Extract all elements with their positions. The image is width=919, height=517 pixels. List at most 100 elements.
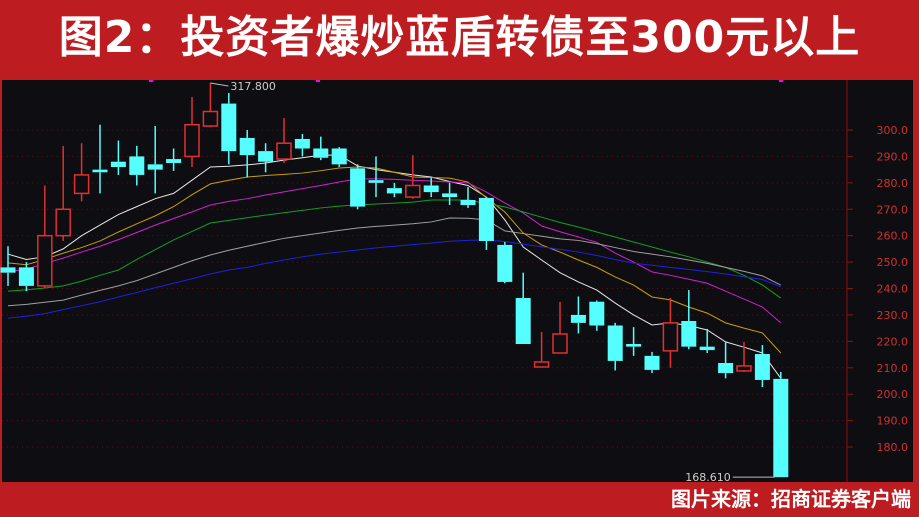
candle-body [681,321,697,347]
candle-body [0,267,16,273]
y-tick-label: 240.0 [877,283,909,296]
y-tick-label: 220.0 [877,335,909,348]
y-tick-label: 300.0 [877,124,909,137]
candle-up [405,155,421,199]
candle-down [350,164,366,210]
candle-body [129,156,145,175]
candle-down [478,197,494,250]
candle-body [607,325,623,361]
high-annotation-leader [210,82,229,87]
candle-body [37,234,53,287]
y-tick-label: 260.0 [877,230,909,243]
candle-up [202,82,219,128]
candle-body [18,267,34,286]
low-annotation: 168.610 [685,471,731,484]
moving-average-line [7,239,781,319]
candle-body [773,378,789,478]
candle-down [294,133,310,157]
candle-down [368,156,384,198]
high-annotation: 317.800 [230,80,276,93]
candle-down [589,300,605,331]
candle-down [754,345,770,388]
y-tick-label: 290.0 [877,150,909,163]
candle-body [55,208,71,237]
y-tick-label: 210.0 [877,362,909,375]
candle-body [405,184,421,198]
candle-body [368,180,384,183]
candle-body [533,361,550,368]
candle-down [626,327,642,356]
candle-down [258,143,274,173]
candle-body [515,298,531,345]
moving-average-line [7,178,782,324]
figure-title: 图2：投资者爆炒蓝盾转债至300元以上 [0,0,919,80]
candle-down [460,187,476,208]
candle-up [276,118,292,164]
candle-body [239,137,255,156]
candle-body [442,193,458,198]
candle-down [681,290,697,350]
candle-body [92,169,108,173]
candle-down [239,130,255,178]
y-tick-label: 270.0 [877,203,909,216]
candle-up [184,96,200,167]
moving-average-line [7,199,782,299]
candle-down [570,296,586,334]
candle-up [552,301,568,354]
candle-down [0,246,16,286]
candle-body [294,138,310,149]
candle-down [386,182,402,198]
candle-down [497,242,513,284]
y-tick-label: 180.0 [877,441,909,454]
candle-body [386,188,402,194]
candle-body [718,363,734,374]
y-tick-label: 200.0 [877,388,909,401]
candle-down [442,182,458,206]
candle-body [276,142,292,160]
candle-down [607,322,623,371]
moving-average-line [7,166,782,354]
moving-average-line [7,217,782,307]
candle-up [736,341,752,373]
candle-body [184,123,200,158]
candle-down [718,341,734,379]
y-tick-label: 250.0 [877,256,909,269]
candle-body [350,168,366,207]
candle-down [92,124,108,194]
candle-body [202,110,219,127]
candle-body [644,355,660,370]
candle-down [423,177,439,198]
y-tick-label: 230.0 [877,309,909,322]
y-tick-label: 190.0 [877,415,909,428]
candle-down [515,272,531,345]
source-caption: 图片来源：招商证券客户端 [671,487,911,511]
candle-down [313,136,329,161]
candle-down [129,145,145,186]
candle-body [699,346,715,351]
candle-down [110,140,126,175]
candle-up [73,143,90,202]
candle-up [55,145,71,241]
candle-body [736,365,752,372]
candle-body [497,244,513,282]
candle-body [331,148,347,165]
candle-up [662,298,679,368]
candle-body [754,354,770,380]
candle-body [460,200,476,206]
candle-body [423,185,439,193]
candle-down [147,126,163,194]
candle-down [773,372,789,478]
candle-up [533,332,550,368]
top-marker [316,80,320,82]
candle-down [699,328,715,353]
candle-body [478,197,494,241]
candle-body [662,322,679,352]
y-tick-label: 280.0 [877,177,909,190]
candle-body [589,301,605,326]
top-marker [779,80,783,82]
candle-body [552,333,568,354]
candle-body [570,314,586,323]
candle-down [166,148,182,171]
candle-down [221,93,237,165]
